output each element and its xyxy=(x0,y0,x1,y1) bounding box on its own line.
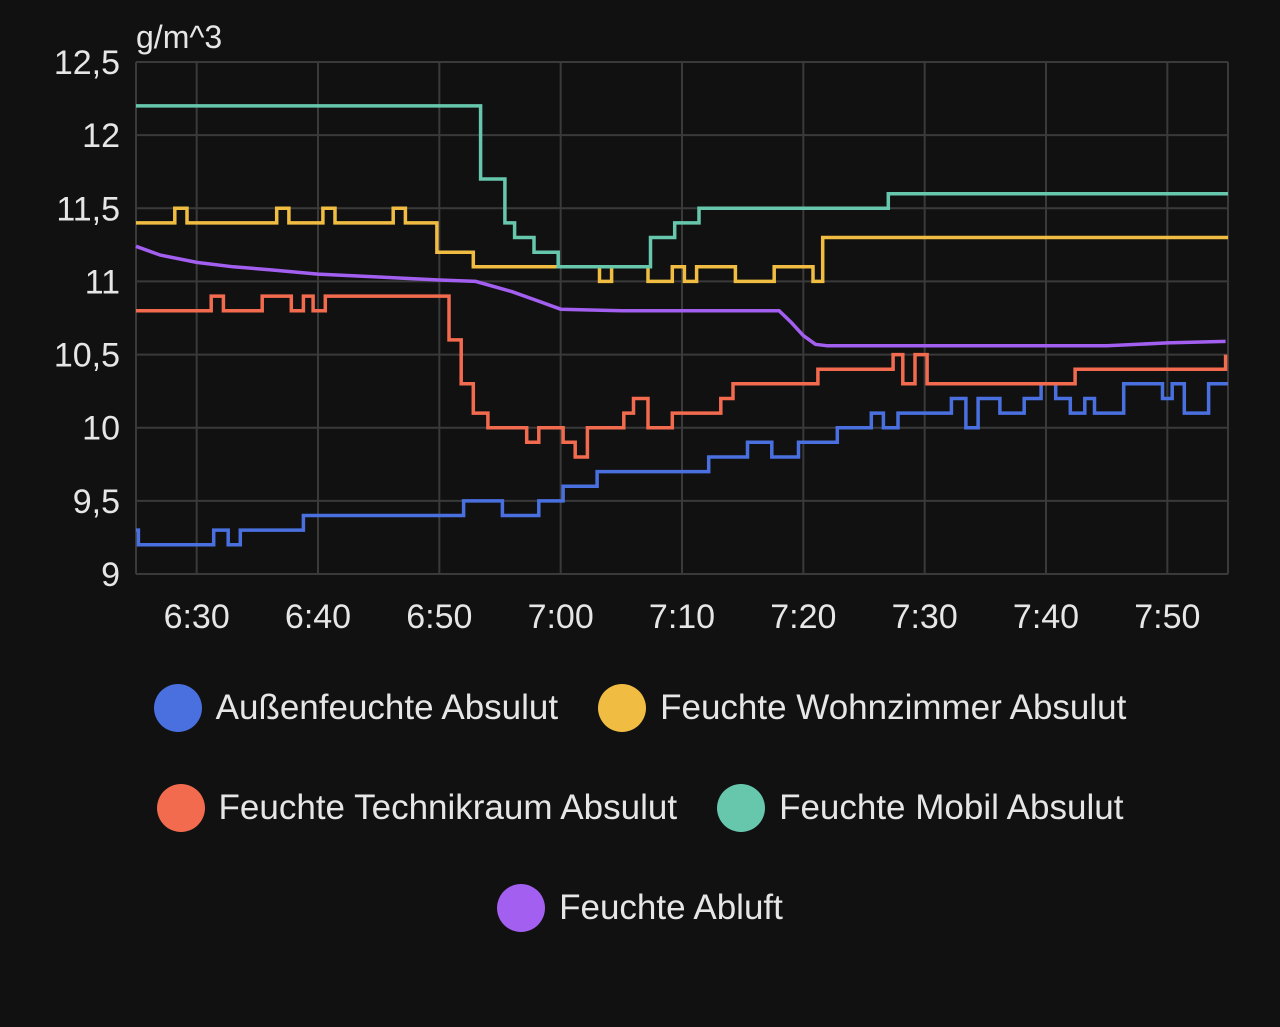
x-tick-label: 6:50 xyxy=(406,598,472,636)
y-tick-label: 11,5 xyxy=(56,190,120,228)
legend-row-2: Feuchte Technikraum Absulut Feuchte Mobi… xyxy=(0,784,1280,832)
series-lines xyxy=(135,104,1228,547)
x-axis: 6:30 6:40 6:50 7:00 7:10 7:20 7:30 7:40 7:50 xyxy=(164,598,1201,636)
legend-row-3: Feuchte Abluft xyxy=(0,884,1280,932)
x-tick-label: 7:20 xyxy=(770,598,836,636)
y-axis-unit-label: g/m^3 xyxy=(136,19,222,55)
legend-dot-aussenfeuchte xyxy=(153,684,202,732)
legend-item-aussenfeuchte[interactable]: Außenfeuchte Absulut xyxy=(153,684,559,732)
x-tick-label: 7:50 xyxy=(1134,598,1200,636)
x-tick-label: 7:00 xyxy=(528,598,594,636)
x-tick-label: 7:30 xyxy=(892,598,958,636)
legend-label: Außenfeuchte Absulut xyxy=(215,688,559,727)
legend-label: Feuchte Mobil Absulut xyxy=(779,788,1124,827)
legend-label: Feuchte Abluft xyxy=(559,888,783,927)
legend-dot-mobil xyxy=(717,784,766,832)
legend-label: Feuchte Wohnzimmer Absulut xyxy=(660,688,1127,727)
legend-dot-abluft xyxy=(497,884,546,932)
y-tick-label: 12 xyxy=(82,117,120,155)
legend-item-wohnzimmer[interactable]: Feuchte Wohnzimmer Absulut xyxy=(598,684,1126,732)
series-line-feuchte-wohnzimmer-absulut xyxy=(136,206,1228,284)
legend-row-1: Außenfeuchte Absulut Feuchte Wohnzimmer … xyxy=(0,684,1280,732)
series-line-au-enfeuchte-absulut xyxy=(136,382,1228,547)
y-tick-label: 12,5 xyxy=(54,44,120,82)
x-tick-label: 6:40 xyxy=(285,598,351,636)
grid xyxy=(135,61,1229,575)
series-line-feuchte-technikraum-absulut xyxy=(136,294,1228,459)
y-tick-label: 10,5 xyxy=(54,337,120,375)
x-tick-label: 6:30 xyxy=(164,598,230,636)
y-tick-label: 9,5 xyxy=(73,483,120,521)
x-tick-label: 7:40 xyxy=(1013,598,1079,636)
legend-item-technikraum[interactable]: Feuchte Technikraum Absulut xyxy=(156,784,678,832)
legend-dot-technikraum xyxy=(156,784,205,832)
x-tick-label: 7:10 xyxy=(649,598,715,636)
y-tick-label: 9 xyxy=(101,556,120,594)
legend-dot-wohnzimmer xyxy=(598,684,647,732)
legend-item-abluft[interactable]: Feuchte Abluft xyxy=(497,884,783,932)
series-line-feuchte-abluft xyxy=(135,244,1226,348)
y-tick-label: 10 xyxy=(82,410,120,448)
y-tick-label: 11 xyxy=(85,263,120,301)
humidity-chart: 12,5 12 11,5 11 10,5 10 9,5 9 6:30 6:40 6:50 7:00 7… xyxy=(54,19,1229,636)
legend-item-mobil[interactable]: Feuchte Mobil Absulut xyxy=(717,784,1123,832)
series-line-feuchte-mobil-absulut xyxy=(136,104,1228,269)
legend-label: Feuchte Technikraum Absulut xyxy=(218,788,678,827)
y-axis: 12,5 12 11,5 11 10,5 10 9,5 9 xyxy=(54,44,120,594)
